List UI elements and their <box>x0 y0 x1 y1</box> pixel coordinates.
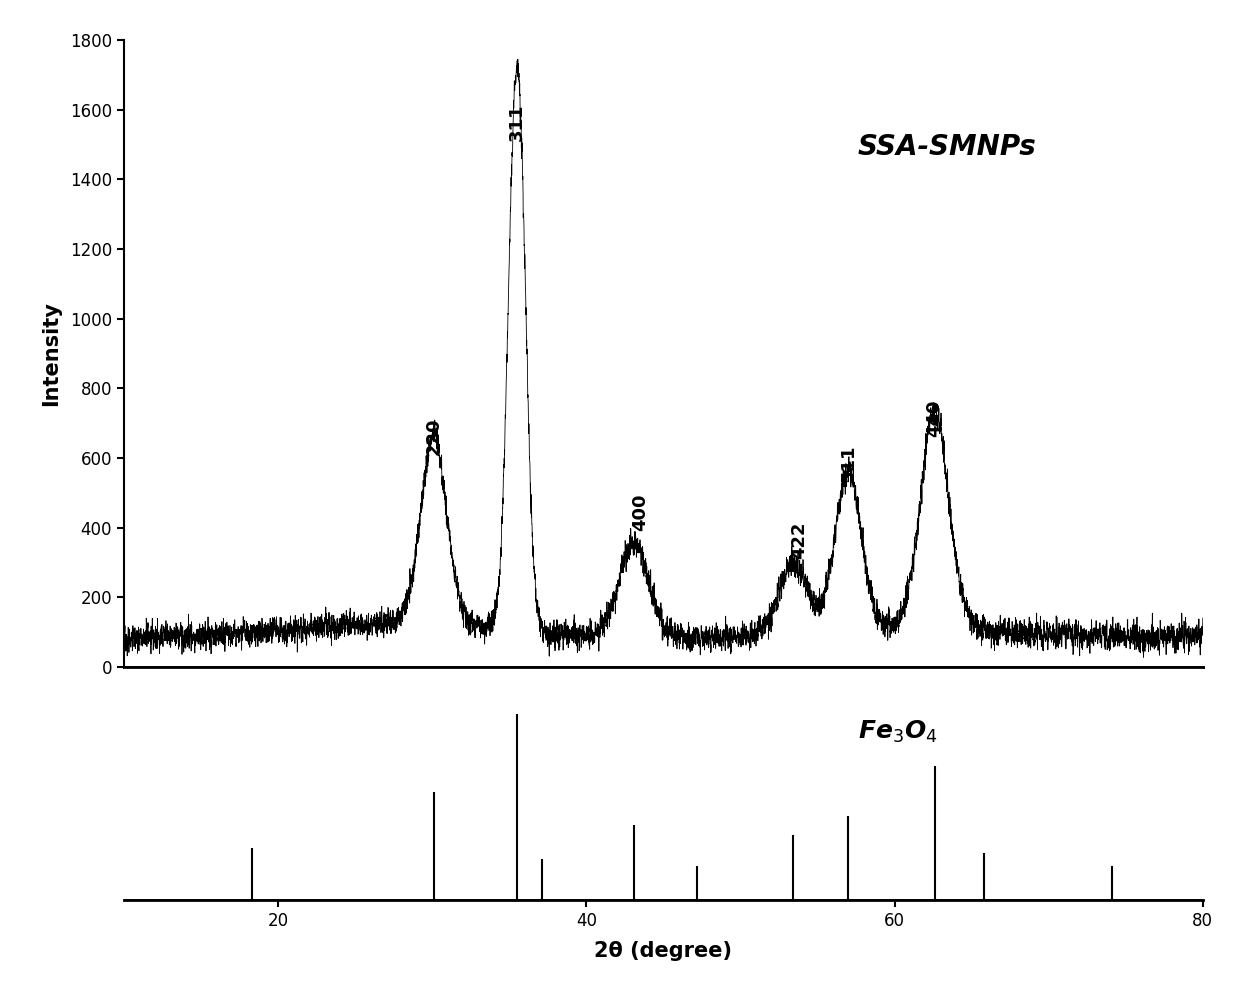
Text: 311: 311 <box>508 104 526 141</box>
Text: 422: 422 <box>790 522 808 559</box>
Text: SSA-SMNPs: SSA-SMNPs <box>858 133 1037 161</box>
Text: 511: 511 <box>839 445 857 482</box>
Text: 400: 400 <box>631 494 650 531</box>
Text: Fe$_3$O$_4$: Fe$_3$O$_4$ <box>858 719 937 745</box>
Text: 440: 440 <box>925 400 944 437</box>
X-axis label: 2θ (degree): 2θ (degree) <box>594 941 733 961</box>
Y-axis label: Intensity: Intensity <box>42 301 62 406</box>
Text: 220: 220 <box>425 417 443 455</box>
